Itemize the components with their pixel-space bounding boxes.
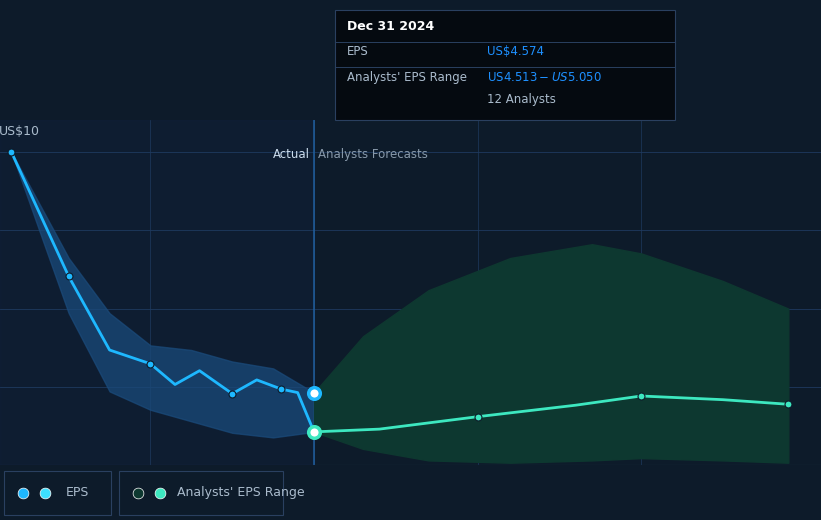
Point	[782, 400, 795, 408]
Point	[275, 385, 288, 393]
Point	[131, 488, 144, 497]
Text: US$4.574: US$4.574	[487, 45, 544, 58]
Text: 12 Analysts: 12 Analysts	[487, 93, 556, 106]
Point	[307, 428, 320, 436]
Point	[307, 428, 320, 436]
Text: Actual: Actual	[273, 148, 310, 161]
Point	[226, 389, 239, 398]
Bar	[0, 120, 314, 465]
Point	[154, 488, 167, 497]
Text: US$4.513 - US$5.050: US$4.513 - US$5.050	[487, 71, 602, 84]
Point	[635, 392, 648, 400]
Point	[471, 412, 484, 421]
Point	[5, 148, 18, 157]
Text: Analysts' EPS Range: Analysts' EPS Range	[347, 71, 467, 84]
Text: EPS: EPS	[347, 45, 369, 58]
Text: Analysts' EPS Range: Analysts' EPS Range	[177, 486, 304, 499]
Point	[39, 488, 52, 497]
Text: Dec 31 2024: Dec 31 2024	[347, 20, 434, 33]
Text: Analysts Forecasts: Analysts Forecasts	[318, 148, 428, 161]
FancyBboxPatch shape	[119, 471, 283, 514]
Point	[144, 360, 157, 368]
Point	[16, 488, 30, 497]
Text: US$3: US$3	[0, 479, 32, 492]
Point	[62, 272, 76, 281]
Text: US$10: US$10	[0, 125, 40, 138]
Text: EPS: EPS	[66, 486, 89, 499]
Point	[307, 428, 320, 436]
FancyBboxPatch shape	[4, 471, 111, 514]
Point	[307, 388, 320, 397]
